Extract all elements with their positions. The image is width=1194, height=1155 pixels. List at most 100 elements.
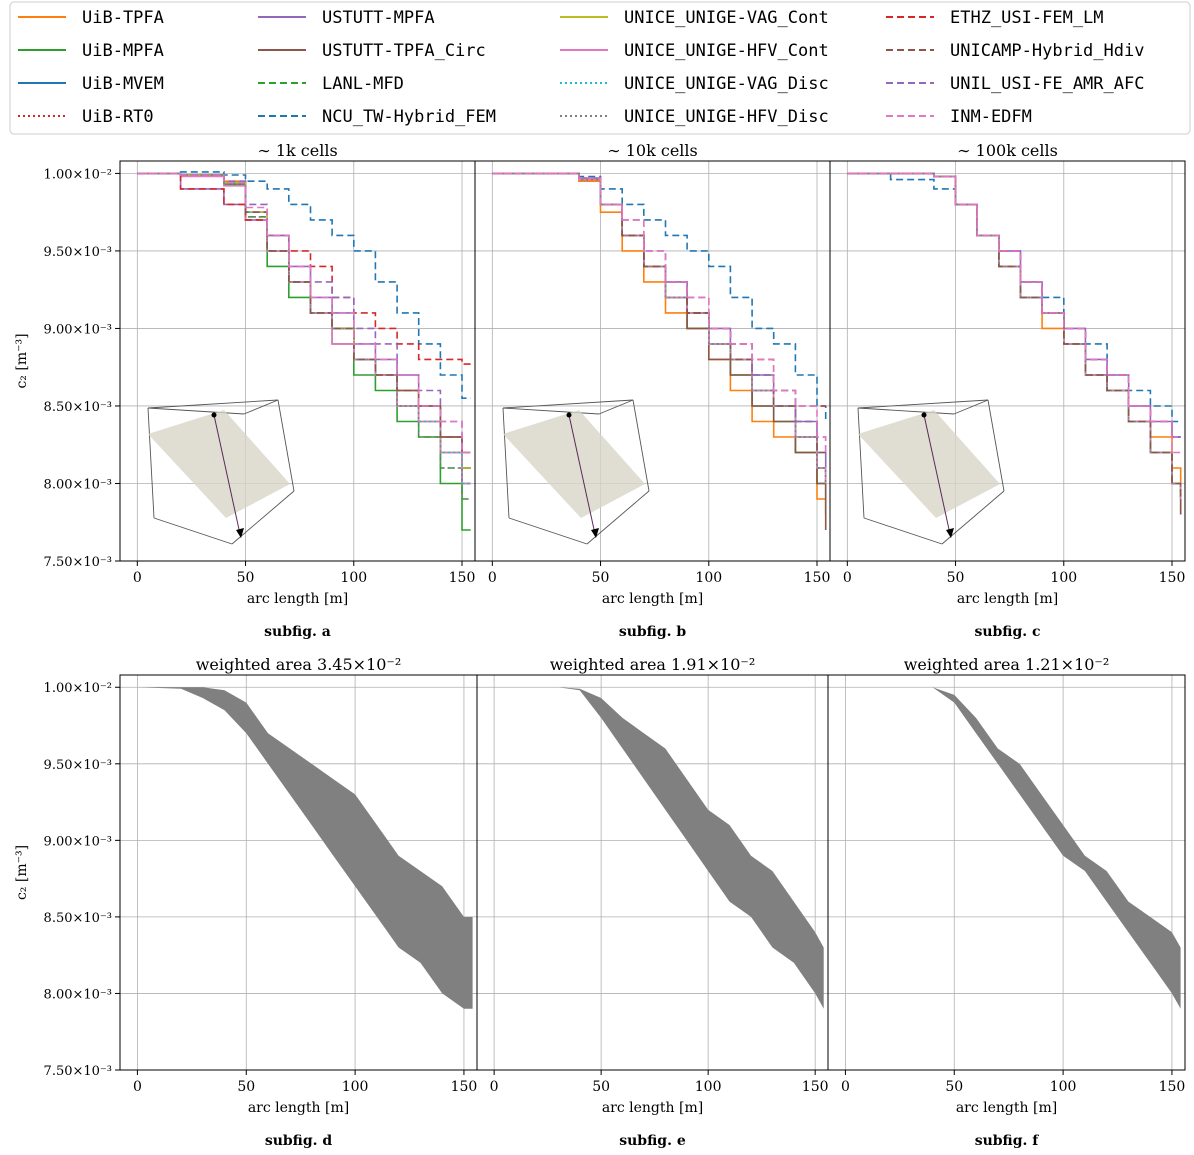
legend-label: UiB-MVEM [82, 74, 164, 94]
legend-entry: UNICE_UNIGE-VAG_Cont [560, 8, 829, 28]
axes-frame [119, 674, 478, 1071]
panel-e: 0 50 100 150 weighted area 1.91×10⁻² arc leng… [476, 655, 829, 1149]
inset-edge [231, 490, 295, 545]
x-tick-label: 50 [237, 570, 255, 586]
legend-label: UNICE_UNIGE-HFV_Cont [624, 41, 829, 61]
x-tick-label: 50 [237, 1079, 255, 1095]
x-tick-label: 150 [804, 570, 831, 586]
inset-cube [502, 399, 650, 545]
chart-title: ∼ 1k cells [257, 141, 337, 160]
y-tick-label: 7.50×10⁻³ [44, 1064, 112, 1079]
x-axis-label: arc length [m] [248, 1100, 349, 1116]
legend-entry: LANL-MFD [258, 74, 404, 94]
legend-label: ETHZ_USI-FEM_LM [950, 8, 1104, 28]
panel-f: 0 50 100 150 weighted area 1.21×10⁻² arc leng… [827, 655, 1186, 1149]
series-line [137, 172, 471, 454]
inset-edge [502, 399, 634, 409]
inset-plane [503, 410, 645, 518]
x-tick-label: 0 [488, 570, 497, 586]
inset-point [211, 412, 217, 418]
inset-edge [863, 517, 943, 545]
legend-entry: UNIL_USI-FE_AMR_AFC [886, 74, 1144, 94]
x-tick-label: 50 [592, 570, 610, 586]
legend-entry: UiB-TPFA [18, 8, 164, 28]
band-area [845, 687, 1181, 1009]
legend-entry: UiB-RT0 [18, 107, 154, 127]
series-line [137, 172, 471, 454]
y-tick-label: 8.50×10⁻³ [44, 911, 112, 926]
x-tick-label: 0 [490, 1079, 499, 1095]
inset-edge [153, 517, 233, 545]
inset-cube [857, 399, 1005, 545]
legend-label: UiB-MPFA [82, 41, 164, 61]
x-tick-label: 100 [342, 1079, 369, 1095]
legend-entry: UNICE_UNIGE-HFV_Cont [560, 41, 829, 61]
x-tick-label: 0 [133, 570, 142, 586]
y-tick-label: 9.00×10⁻³ [44, 834, 112, 849]
legend-label: LANL-MFD [322, 74, 404, 94]
legend-label: UNICAMP-Hybrid_Hdiv [950, 41, 1144, 61]
inset-arrow [923, 414, 951, 535]
x-tick-label: 100 [695, 1079, 722, 1095]
x-tick-label: 0 [133, 1079, 142, 1095]
series-line [137, 172, 471, 485]
legend-entry: ETHZ_USI-FEM_LM [886, 8, 1104, 28]
series-line [847, 172, 1181, 454]
inset-edge [953, 399, 989, 415]
x-tick-label: 150 [1159, 570, 1186, 586]
axes-frame [827, 674, 1186, 1071]
series-line [137, 172, 471, 500]
legend-label: USTUTT-TPFA_Circ [322, 41, 486, 61]
inset-edge [502, 407, 600, 415]
panel-b: 0 50 100 150 ∼ 10k cells arc length [m] subfig… [474, 141, 831, 640]
inset-cube [147, 399, 295, 545]
y-tick-label: 7.50×10⁻³ [44, 555, 112, 570]
y-tick-label: 8.00×10⁻³ [44, 987, 112, 1002]
chart-title: weighted area 1.91×10⁻² [550, 655, 756, 674]
legend-entry: UiB-MPFA [18, 41, 164, 61]
series-line [847, 172, 1181, 423]
legend-label: NCU_TW-Hybrid_FEM [322, 107, 496, 127]
y-tick-label: 1.00×10⁻² [44, 681, 112, 696]
y-tick-label: 8.50×10⁻³ [44, 400, 112, 415]
chart-title: ∼ 100k cells [957, 141, 1058, 160]
band-area [494, 687, 824, 1009]
subfig-caption: subfig. d [265, 1133, 333, 1149]
legend-label: UiB-RT0 [82, 107, 154, 127]
panel-a: 0 50 100 150 7.50×10⁻³ 8.00×10⁻³ 8.50×10⁻³ 9.00… [14, 141, 476, 640]
x-axis-label: arc length [m] [602, 1100, 703, 1116]
inset-edge [857, 407, 955, 415]
subfig-caption: subfig. f [975, 1133, 1040, 1149]
series-line [137, 172, 472, 368]
inset-plane [858, 410, 1000, 518]
inset-edge [987, 399, 1005, 492]
axes-frame [119, 160, 476, 562]
x-tick-label: 0 [841, 1079, 850, 1095]
inset-arrowhead [236, 528, 244, 538]
legend-entry: UNICE_UNIGE-VAG_Disc [560, 74, 829, 94]
x-tick-label: 50 [592, 1079, 610, 1095]
inset-edge [941, 490, 1005, 545]
legend-entry: UNICAMP-Hybrid_Hdiv [886, 41, 1144, 61]
x-tick-label: 100 [695, 570, 722, 586]
legend-entry: USTUTT-TPFA_Circ [258, 41, 486, 61]
series-line [492, 172, 827, 530]
axes-frame [829, 160, 1186, 562]
inset-arrowhead [591, 528, 599, 538]
x-tick-label: 100 [1050, 1079, 1077, 1095]
chart-title: weighted area 3.45×10⁻² [196, 655, 402, 674]
inset-edge [147, 407, 155, 519]
legend-label: UNICE_UNIGE-VAG_Disc [624, 74, 829, 94]
legend-label: UiB-TPFA [82, 8, 164, 28]
inset-arrow [568, 414, 596, 535]
inset-edge [277, 399, 295, 492]
subfig-caption: subfig. a [264, 624, 331, 640]
x-tick-label: 100 [1050, 570, 1077, 586]
legend-entry: UiB-MVEM [18, 74, 164, 94]
subfig-caption: subfig. e [619, 1133, 686, 1149]
legend-label: UNIL_USI-FE_AMR_AFC [950, 74, 1144, 94]
legend-label: UNICE_UNIGE-VAG_Cont [624, 8, 829, 28]
x-axis-label: arc length [m] [602, 591, 703, 607]
axes-frame [474, 160, 831, 562]
